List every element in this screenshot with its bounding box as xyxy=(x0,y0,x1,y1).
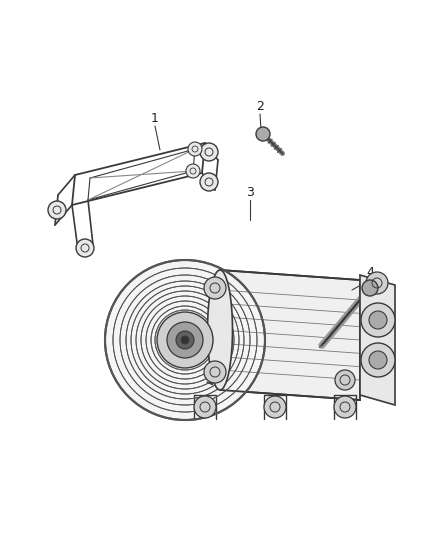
Circle shape xyxy=(167,322,203,358)
Circle shape xyxy=(157,312,213,368)
Circle shape xyxy=(200,173,218,191)
Circle shape xyxy=(264,396,286,418)
Circle shape xyxy=(369,351,387,369)
Circle shape xyxy=(204,277,226,299)
Text: 3: 3 xyxy=(246,185,254,198)
Circle shape xyxy=(335,370,355,390)
Circle shape xyxy=(181,336,189,344)
Circle shape xyxy=(48,201,66,219)
Text: 1: 1 xyxy=(151,111,159,125)
Text: 4: 4 xyxy=(366,265,374,279)
Circle shape xyxy=(256,127,270,141)
Circle shape xyxy=(176,331,194,349)
Polygon shape xyxy=(360,275,395,405)
Text: 2: 2 xyxy=(256,100,264,112)
Circle shape xyxy=(105,260,265,420)
Circle shape xyxy=(194,396,216,418)
Circle shape xyxy=(366,272,388,294)
Circle shape xyxy=(362,280,378,296)
Circle shape xyxy=(200,143,218,161)
Circle shape xyxy=(76,239,94,257)
Circle shape xyxy=(188,142,202,156)
Circle shape xyxy=(361,303,395,337)
Circle shape xyxy=(369,311,387,329)
Circle shape xyxy=(204,361,226,383)
Circle shape xyxy=(334,396,356,418)
Circle shape xyxy=(186,164,200,178)
Circle shape xyxy=(361,343,395,377)
Polygon shape xyxy=(220,270,360,400)
Ellipse shape xyxy=(208,270,233,390)
